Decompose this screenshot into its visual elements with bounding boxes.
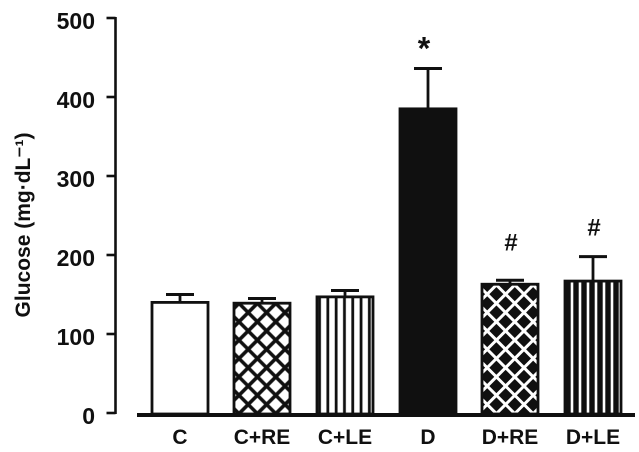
y-axis-title: Glucose (mg·dL⁻¹) <box>12 133 35 318</box>
bars <box>150 107 623 416</box>
error-bars <box>166 67 607 304</box>
significance-hash-D+LE: # <box>587 215 600 242</box>
x-category-label-C+LE: C+LE <box>318 426 372 449</box>
category-labels: C C+RE C+LE D D+RE D+LE <box>172 426 620 449</box>
significance-star-D: * <box>418 31 431 67</box>
y-tick-label: 300 <box>57 166 95 192</box>
y-axis: 0 100 200 300 400 500 <box>57 8 117 429</box>
bar-D+LE <box>563 279 623 416</box>
bar-D+RE <box>480 282 540 416</box>
x-category-label-D+RE: D+RE <box>482 426 539 449</box>
significance-annotations: * # # <box>418 31 601 257</box>
bar-C <box>150 300 210 416</box>
x-category-label-C: C <box>172 426 187 449</box>
y-tick-label: 500 <box>57 8 95 34</box>
x-category-label-D: D <box>420 426 435 449</box>
y-tick-label: 100 <box>57 324 95 350</box>
significance-hash-D+RE: # <box>504 229 517 256</box>
bar-C+LE <box>315 295 375 416</box>
y-tick-label: 0 <box>82 403 95 429</box>
y-tick-label: 200 <box>57 245 95 271</box>
x-category-label-D+LE: D+LE <box>566 426 620 449</box>
bar-C+RE <box>232 301 292 416</box>
y-tick-label: 400 <box>57 87 95 113</box>
x-category-label-C+RE: C+RE <box>234 426 291 449</box>
bar-D <box>398 107 458 416</box>
